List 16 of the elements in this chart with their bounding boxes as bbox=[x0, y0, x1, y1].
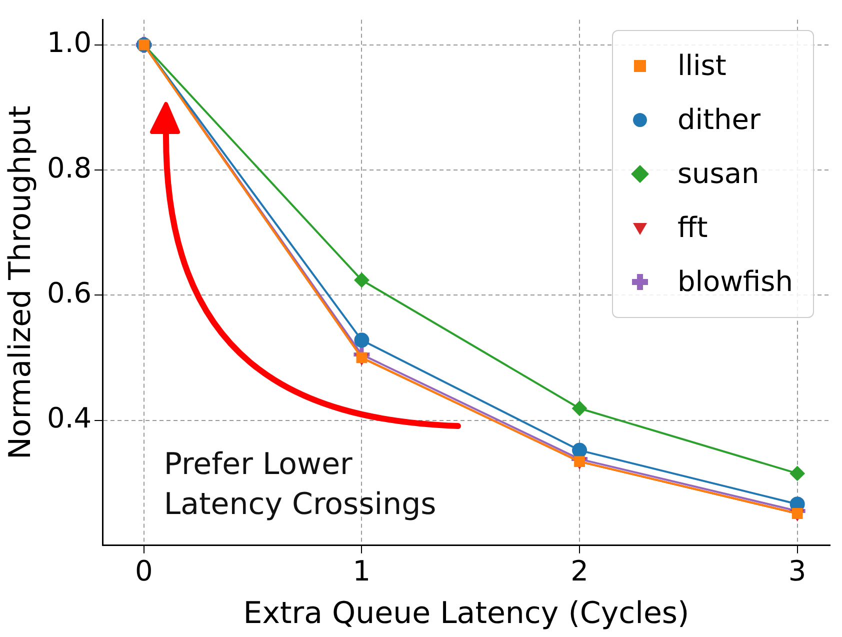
y-tick-label: 0.8 bbox=[47, 151, 92, 184]
x-tick-label: 2 bbox=[570, 554, 588, 588]
y-tick-label: 0.6 bbox=[47, 276, 92, 310]
legend-label: llist bbox=[677, 49, 726, 82]
y-tick-label: 1.0 bbox=[47, 26, 92, 60]
x-tick-label: 0 bbox=[135, 554, 153, 588]
annotation: Prefer Lower Latency Crossings bbox=[164, 446, 436, 524]
legend-label: blowfish bbox=[677, 265, 793, 298]
x-axis-title: Extra Queue Latency (Cycles) bbox=[243, 596, 690, 631]
x-tick-label: 1 bbox=[352, 554, 371, 588]
legend-label: susan bbox=[677, 157, 760, 190]
x-tick-label: 3 bbox=[788, 554, 806, 588]
legend-label: dither bbox=[677, 103, 760, 136]
y-axis-title: Normalized Throughput bbox=[2, 105, 38, 460]
y-tick-label: 0.4 bbox=[47, 402, 92, 435]
legend-label: fft bbox=[677, 211, 708, 244]
